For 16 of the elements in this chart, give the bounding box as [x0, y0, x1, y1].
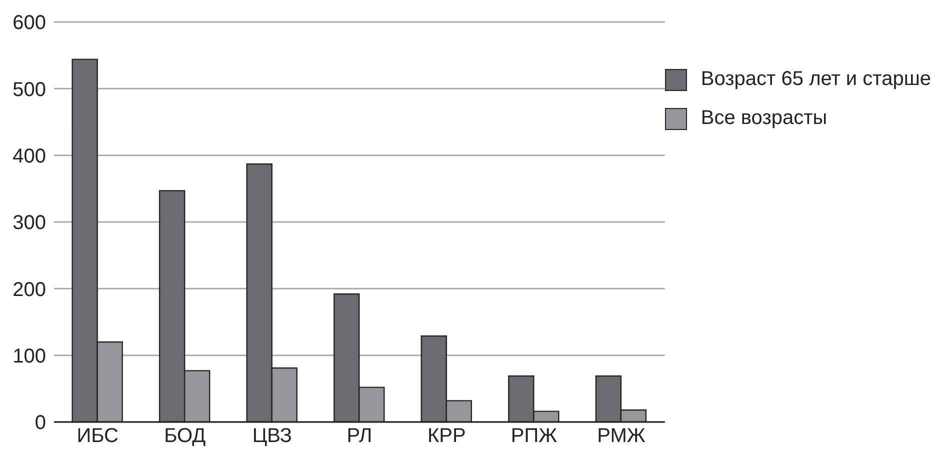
x-tick-label: РМЖ: [597, 425, 646, 448]
legend-label: Все возрасты: [700, 107, 828, 130]
y-tick-label: 300: [12, 212, 46, 234]
y-tick-label: 500: [12, 78, 46, 101]
x-tick-label: ИБС: [76, 425, 118, 448]
x-tick-label: РПЖ: [510, 425, 558, 448]
y-tick-label: 200: [12, 278, 46, 301]
y-tick-label: 0: [34, 412, 46, 434]
y-tick-label: 100: [12, 345, 46, 368]
x-tick-label: КРР: [428, 425, 466, 448]
y-tick-label: 600: [12, 12, 46, 34]
x-tick-label: ЦВЗ: [252, 425, 292, 448]
y-tick-label: 400: [12, 145, 46, 168]
legend-label: Возраст 65 лет и старше: [700, 68, 931, 91]
x-tick-label: РЛ: [346, 425, 372, 448]
x-tick-label: БОД: [164, 425, 206, 448]
